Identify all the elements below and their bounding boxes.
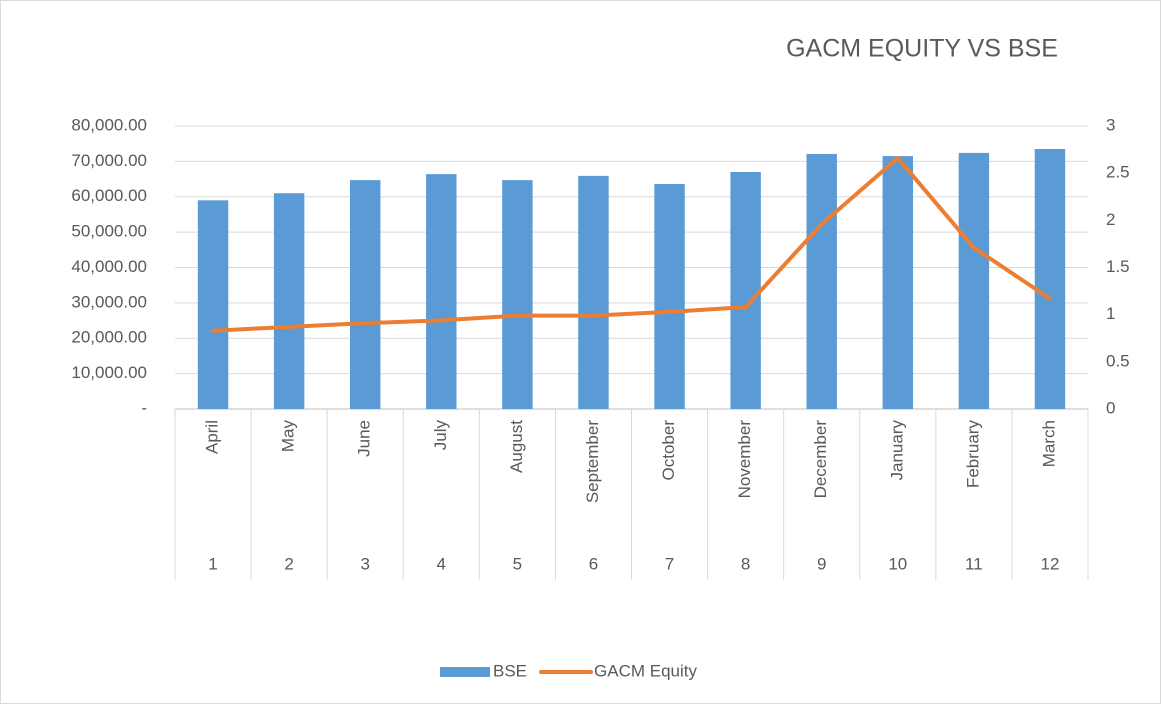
y2-tick-label: 2 <box>1106 210 1115 229</box>
x-tick-label: October <box>659 420 678 481</box>
x-tick-label: July <box>431 420 450 451</box>
bar <box>730 171 761 409</box>
y-tick-label: 50,000.00 <box>71 222 147 241</box>
x-group-label: 12 <box>1040 554 1059 573</box>
x-tick-label: May <box>279 420 298 453</box>
y-tick-label: 60,000.00 <box>71 186 147 205</box>
y-tick-label: 20,000.00 <box>71 328 147 347</box>
x-group-label: 1 <box>208 554 217 573</box>
x-group-label: 9 <box>817 554 826 573</box>
bar <box>578 175 609 409</box>
chart-title: GACM EQUITY VS BSE <box>786 35 1058 63</box>
y-tick-label: 10,000.00 <box>71 363 147 382</box>
x-group-label: 5 <box>513 554 522 573</box>
bar <box>197 200 229 409</box>
y2-tick-label: 0.5 <box>1106 351 1130 370</box>
bar <box>502 180 533 409</box>
y-tick-label: - <box>141 398 147 417</box>
bar <box>654 184 685 409</box>
x-group-label: 7 <box>665 554 674 573</box>
x-group-label: 2 <box>284 554 293 573</box>
x-tick-label: April <box>203 420 222 454</box>
y2-tick-label: 0 <box>1106 398 1115 417</box>
bar <box>1034 148 1066 409</box>
y-tick-label: 30,000.00 <box>71 292 147 311</box>
x-tick-label: November <box>735 420 754 499</box>
y2-tick-label: 3 <box>1106 115 1115 134</box>
bar <box>349 180 381 409</box>
y-tick-label: 40,000.00 <box>71 257 147 276</box>
x-group-label: 10 <box>888 554 907 573</box>
x-group-label: 4 <box>437 554 446 573</box>
y2-tick-label: 1 <box>1106 304 1115 323</box>
y-tick-label: 80,000.00 <box>71 115 147 134</box>
y2-tick-label: 1.5 <box>1106 257 1130 276</box>
y-tick-label: 70,000.00 <box>71 151 147 170</box>
y2-tick-label: 2.5 <box>1106 163 1130 182</box>
bar <box>958 152 990 409</box>
line <box>211 156 1052 333</box>
x-tick-label: January <box>887 420 906 481</box>
x-group-label: 6 <box>589 554 598 573</box>
x-group-label: 11 <box>965 554 983 573</box>
x-tick-label: September <box>583 420 602 503</box>
bar <box>426 174 457 409</box>
bar <box>882 156 914 409</box>
legend-swatch <box>440 667 490 677</box>
legend-label: GACM Equity <box>594 661 697 680</box>
x-group-label: 8 <box>741 554 750 573</box>
bar <box>273 193 305 409</box>
x-tick-label: December <box>811 420 830 499</box>
x-tick-label: August <box>507 420 526 473</box>
x-tick-label: March <box>1039 420 1058 467</box>
x-tick-label: February <box>963 420 982 489</box>
x-tick-label: June <box>355 420 374 457</box>
x-group-label: 3 <box>360 554 369 573</box>
bar <box>806 153 837 409</box>
legend-label: BSE <box>493 661 527 680</box>
